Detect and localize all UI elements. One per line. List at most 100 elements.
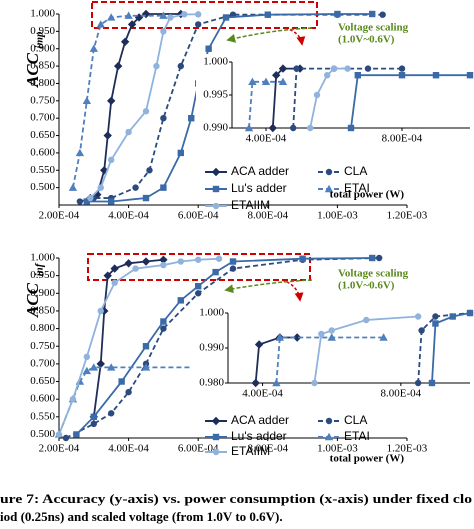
y-axis-label: ACC: [23, 52, 42, 88]
point: [369, 254, 376, 262]
point: [142, 343, 150, 350]
point: [272, 71, 281, 80]
point: [324, 72, 331, 79]
annotation: (1.0V~0.6V): [338, 280, 395, 292]
point: [324, 432, 334, 441]
x-axis-label: total power (W): [330, 453, 405, 465]
point: [125, 128, 132, 136]
caption-line: iod (0.25ns) and scaled voltage (from 1.…: [0, 509, 283, 524]
y-tick-label: 0.550: [30, 410, 55, 422]
point: [364, 65, 372, 72]
point: [299, 255, 306, 262]
point: [62, 434, 70, 442]
point: [398, 72, 406, 79]
point: [328, 327, 335, 334]
point: [215, 255, 223, 262]
point: [159, 255, 168, 264]
point: [290, 124, 297, 132]
series-line: [248, 80, 283, 129]
series-line: [271, 67, 300, 129]
y-tick-label: 0.800: [30, 322, 55, 334]
point: [100, 166, 109, 175]
legend-label: ACA adder: [231, 164, 289, 178]
point: [177, 297, 184, 304]
y-tick-label: 0.600: [30, 146, 55, 158]
point: [466, 72, 474, 79]
x-tick-label: 8.00E-04: [247, 210, 288, 222]
point: [212, 433, 220, 441]
main-chart: 0.500 0.550 0.600 0.650 0.700 0.750 0.800 0.850…: [23, 252, 428, 465]
point: [229, 258, 237, 265]
point: [418, 327, 425, 334]
inset-background: [192, 305, 472, 401]
y-tick-label: 0.850: [30, 60, 55, 72]
point: [96, 20, 105, 28]
series-line: [275, 336, 384, 384]
point: [160, 261, 167, 269]
y-tick-label: 0.750: [30, 94, 55, 106]
point: [153, 62, 160, 70]
point: [398, 65, 406, 72]
point: [211, 167, 221, 177]
legend-label: ETAI: [344, 429, 370, 443]
point: [76, 198, 84, 205]
inset-chart: 0.990 0.995 1.000 4.00E-04 8.00E-04: [196, 54, 474, 146]
point: [327, 333, 336, 341]
point: [268, 123, 277, 133]
point: [83, 198, 91, 205]
legend-label: ETAIIM: [231, 198, 270, 212]
point: [177, 62, 184, 70]
point: [83, 353, 91, 361]
point: [307, 124, 314, 132]
point: [222, 14, 230, 21]
point: [195, 11, 202, 18]
point: [82, 366, 92, 375]
legend-label: CLA: [344, 164, 367, 178]
x-tick-label: 4.00E-04: [242, 388, 283, 400]
point: [124, 259, 133, 268]
point: [160, 28, 167, 35]
annotation: (1.0V~0.6V): [338, 34, 395, 46]
point: [432, 313, 439, 320]
point: [120, 37, 130, 46]
x-tick-label: 6.00E-04: [178, 210, 219, 222]
y-tick-label: 0.900: [30, 42, 55, 54]
y-axis-label-sub: imp: [34, 31, 46, 49]
y-tick-label: 1.000: [203, 56, 228, 68]
point: [414, 313, 422, 320]
point: [111, 279, 118, 286]
series-line: [65, 257, 380, 439]
point: [107, 363, 116, 371]
point: [212, 185, 220, 193]
y-tick-label: 0.700: [30, 357, 55, 369]
point: [132, 265, 139, 272]
point: [73, 431, 80, 438]
point: [89, 44, 98, 52]
point: [244, 123, 254, 132]
x-tick-label: 2.00E-04: [39, 443, 80, 455]
point: [195, 283, 202, 290]
point: [118, 378, 125, 385]
point: [181, 11, 188, 18]
point: [160, 325, 167, 332]
point: [292, 333, 302, 342]
point: [318, 330, 325, 338]
point: [311, 379, 318, 387]
point: [432, 72, 440, 79]
highlight-box: [87, 253, 311, 281]
point: [211, 416, 221, 426]
main-chart: 0.500 0.550 0.600 0.650 0.700 0.750 0.800 0.850…: [23, 8, 428, 222]
y-tick-label: 0.750: [30, 340, 55, 352]
point: [195, 290, 202, 297]
point: [160, 318, 167, 325]
point: [248, 77, 257, 85]
point: [251, 378, 260, 388]
x-tick-label: 1.20E-03: [387, 443, 428, 455]
point: [363, 316, 370, 324]
point: [113, 61, 123, 71]
point: [75, 148, 85, 157]
x-tick-label: 8.00E-04: [382, 133, 423, 145]
point: [449, 313, 456, 320]
point: [379, 11, 386, 18]
y-tick-label: 0.700: [30, 112, 55, 124]
